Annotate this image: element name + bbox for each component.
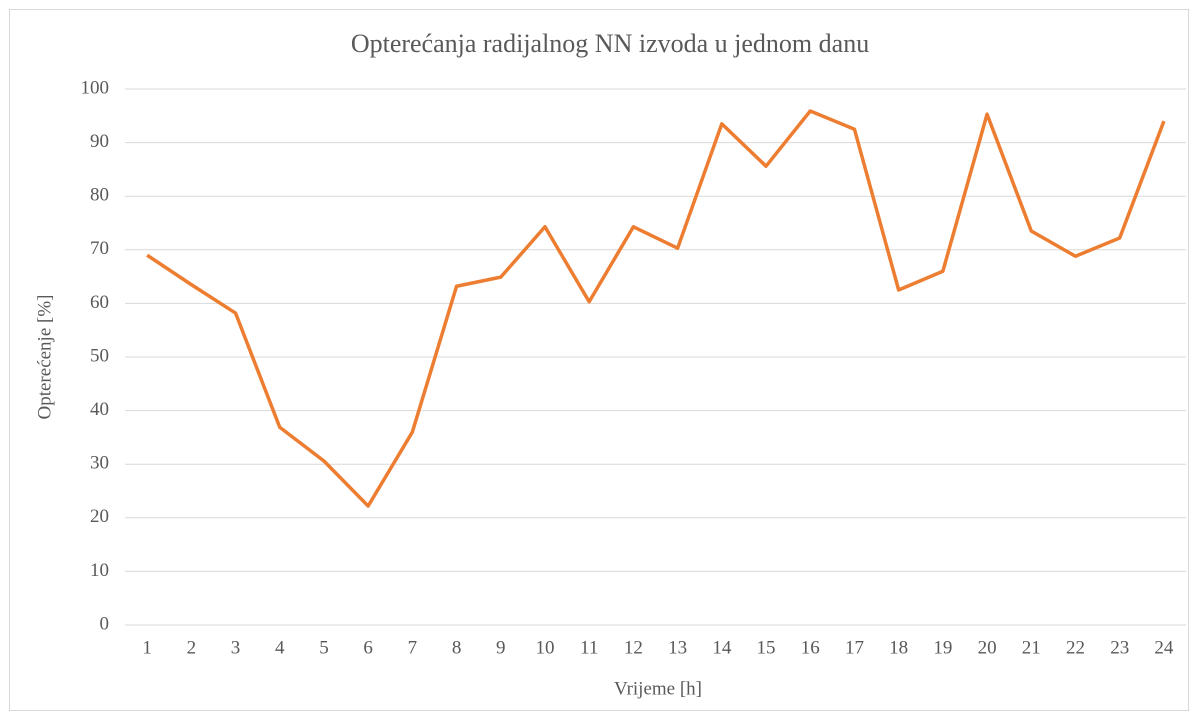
x-tick-label: 12 <box>624 637 643 658</box>
x-tick-label: 24 <box>1154 637 1174 658</box>
chart-border <box>9 9 1189 711</box>
y-tick-label: 50 <box>90 345 109 366</box>
y-tick-label: 90 <box>90 131 109 152</box>
x-tick-label: 21 <box>1022 637 1041 658</box>
x-tick-label: 18 <box>889 637 908 658</box>
x-tick-label: 20 <box>978 637 997 658</box>
x-axis-label: Vrijeme [h] <box>614 678 702 699</box>
y-axis-label: Opterećenje [%] <box>34 294 55 419</box>
x-tick-label: 14 <box>712 637 732 658</box>
x-tick-label: 7 <box>408 637 418 658</box>
x-tick-label: 1 <box>142 637 152 658</box>
x-tick-label: 11 <box>580 637 598 658</box>
x-tick-label: 23 <box>1110 637 1129 658</box>
y-tick-label: 10 <box>90 560 109 581</box>
x-tick-label: 6 <box>363 637 373 658</box>
x-tick-label: 3 <box>231 637 241 658</box>
chart-title: Opterećanja radijalnog NN izvoda u jedno… <box>351 29 869 58</box>
series-line <box>146 109 1166 508</box>
y-tick-label: 30 <box>90 453 109 474</box>
x-tick-label: 8 <box>452 637 462 658</box>
x-tick-label: 9 <box>496 637 506 658</box>
y-tick-label: 100 <box>81 77 110 98</box>
x-tick-label: 16 <box>801 637 820 658</box>
y-tick-label: 80 <box>90 185 109 206</box>
x-tick-label: 13 <box>668 637 687 658</box>
x-tick-label: 22 <box>1066 637 1085 658</box>
y-tick-label: 20 <box>90 506 109 527</box>
x-tick-label: 2 <box>187 637 197 658</box>
x-tick-label: 19 <box>933 637 952 658</box>
y-tick-label: 60 <box>90 292 109 313</box>
y-tick-label: 0 <box>100 613 110 634</box>
x-tick-label: 17 <box>845 637 864 658</box>
x-tick-label: 10 <box>535 637 554 658</box>
x-tick-label: 15 <box>757 637 776 658</box>
y-tick-label: 40 <box>90 399 109 420</box>
x-tick-label: 4 <box>275 637 285 658</box>
y-tick-label: 70 <box>90 238 109 259</box>
x-tick-label: 5 <box>319 637 329 658</box>
